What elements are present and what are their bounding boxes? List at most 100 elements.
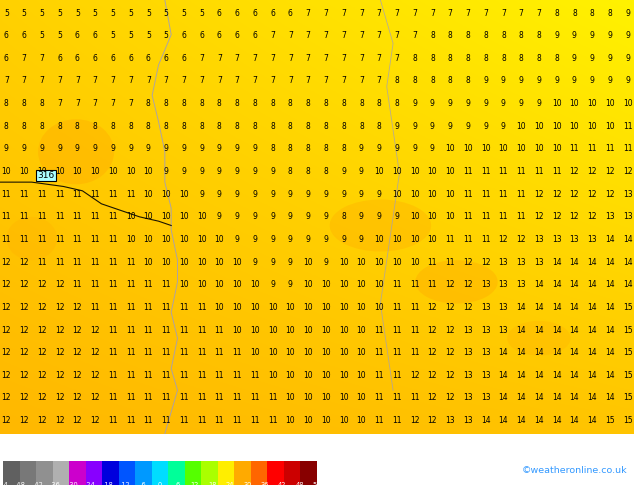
Text: 11: 11 bbox=[375, 325, 384, 335]
Text: 9: 9 bbox=[93, 145, 98, 153]
Text: 12: 12 bbox=[605, 167, 614, 176]
Text: 12: 12 bbox=[2, 280, 11, 289]
Text: 9: 9 bbox=[199, 190, 204, 198]
Text: 9: 9 bbox=[217, 167, 222, 176]
Text: 14: 14 bbox=[552, 303, 562, 312]
Text: 9: 9 bbox=[625, 31, 630, 40]
Text: 11: 11 bbox=[162, 280, 171, 289]
Text: 11: 11 bbox=[126, 393, 135, 402]
Text: 8: 8 bbox=[341, 212, 346, 221]
Text: 14: 14 bbox=[623, 235, 633, 244]
Text: 12: 12 bbox=[73, 371, 82, 380]
Text: 9: 9 bbox=[341, 190, 346, 198]
Text: 14: 14 bbox=[516, 393, 526, 402]
Text: 24: 24 bbox=[226, 482, 234, 488]
Text: 9: 9 bbox=[270, 280, 275, 289]
Text: 7: 7 bbox=[75, 76, 80, 85]
Text: 14: 14 bbox=[516, 325, 526, 335]
Text: 6: 6 bbox=[217, 31, 222, 40]
Text: 9: 9 bbox=[270, 167, 275, 176]
Text: 9: 9 bbox=[235, 145, 240, 153]
Text: 10: 10 bbox=[410, 190, 420, 198]
Text: 9: 9 bbox=[430, 122, 435, 131]
Text: 10: 10 bbox=[55, 167, 65, 176]
Text: 8: 8 bbox=[323, 122, 328, 131]
Text: 11: 11 bbox=[55, 258, 64, 267]
Text: 6: 6 bbox=[4, 54, 9, 63]
Text: 12: 12 bbox=[410, 416, 419, 425]
Text: 11: 11 bbox=[392, 416, 401, 425]
Text: 7: 7 bbox=[341, 54, 346, 63]
Text: -54: -54 bbox=[0, 482, 9, 488]
Text: 8: 8 bbox=[110, 122, 115, 131]
Text: 10: 10 bbox=[339, 371, 349, 380]
Text: 10: 10 bbox=[339, 393, 349, 402]
Text: 10: 10 bbox=[285, 303, 295, 312]
Bar bbox=[119, 461, 135, 486]
Text: 10: 10 bbox=[179, 190, 189, 198]
Text: 10: 10 bbox=[214, 258, 224, 267]
Text: 11: 11 bbox=[605, 145, 614, 153]
Text: 8: 8 bbox=[341, 145, 346, 153]
Text: 11: 11 bbox=[108, 325, 117, 335]
Text: 10: 10 bbox=[321, 303, 331, 312]
Text: 11: 11 bbox=[2, 212, 11, 221]
Text: 10: 10 bbox=[392, 167, 402, 176]
Text: 10: 10 bbox=[445, 212, 455, 221]
Text: 11: 11 bbox=[55, 212, 64, 221]
Text: 12: 12 bbox=[20, 371, 29, 380]
Text: 8: 8 bbox=[217, 122, 222, 131]
Text: 7: 7 bbox=[146, 76, 151, 85]
Text: 14: 14 bbox=[552, 348, 562, 357]
Text: 9: 9 bbox=[235, 212, 240, 221]
Text: 11: 11 bbox=[162, 371, 171, 380]
Text: 7: 7 bbox=[288, 31, 293, 40]
Text: 9: 9 bbox=[625, 54, 630, 63]
Text: 5: 5 bbox=[110, 31, 115, 40]
Text: 7: 7 bbox=[252, 76, 257, 85]
Text: 12: 12 bbox=[446, 393, 455, 402]
Text: 10: 10 bbox=[90, 167, 100, 176]
Text: 14: 14 bbox=[552, 258, 562, 267]
Text: 12: 12 bbox=[2, 416, 11, 425]
Text: 10: 10 bbox=[356, 348, 366, 357]
Text: 9: 9 bbox=[394, 212, 399, 221]
Text: 10: 10 bbox=[19, 167, 29, 176]
Text: 11: 11 bbox=[126, 416, 135, 425]
Text: 9: 9 bbox=[306, 190, 311, 198]
Text: 12: 12 bbox=[446, 303, 455, 312]
Text: 6: 6 bbox=[235, 31, 240, 40]
Text: 12: 12 bbox=[20, 280, 29, 289]
Text: 8: 8 bbox=[181, 99, 186, 108]
Text: 6: 6 bbox=[176, 482, 179, 488]
Text: 11: 11 bbox=[392, 393, 401, 402]
Text: 12: 12 bbox=[73, 416, 82, 425]
Text: 7: 7 bbox=[448, 8, 453, 18]
Text: 10: 10 bbox=[321, 416, 331, 425]
Text: 9: 9 bbox=[181, 145, 186, 153]
Text: 12: 12 bbox=[20, 393, 29, 402]
Text: 8: 8 bbox=[199, 99, 204, 108]
Text: 14: 14 bbox=[587, 393, 597, 402]
Text: 8: 8 bbox=[536, 54, 541, 63]
Text: 8: 8 bbox=[306, 99, 311, 108]
Text: 9: 9 bbox=[164, 167, 169, 176]
Text: 14: 14 bbox=[587, 280, 597, 289]
Text: 8: 8 bbox=[341, 122, 346, 131]
Text: 7: 7 bbox=[270, 54, 275, 63]
Text: 7: 7 bbox=[323, 76, 328, 85]
Text: 13: 13 bbox=[552, 235, 562, 244]
Text: 10: 10 bbox=[268, 371, 278, 380]
Text: 9: 9 bbox=[377, 145, 382, 153]
Text: 10: 10 bbox=[339, 348, 349, 357]
Text: 9: 9 bbox=[235, 167, 240, 176]
Text: 7: 7 bbox=[359, 31, 364, 40]
Text: 10: 10 bbox=[516, 145, 526, 153]
Text: 6: 6 bbox=[57, 54, 62, 63]
Text: 9: 9 bbox=[323, 190, 328, 198]
Text: 7: 7 bbox=[536, 8, 541, 18]
Text: 14: 14 bbox=[569, 303, 579, 312]
Text: 7: 7 bbox=[394, 54, 399, 63]
Text: 8: 8 bbox=[75, 122, 80, 131]
Text: We 12-06-2024 00:00 UTC (12+204): We 12-06-2024 00:00 UTC (12+204) bbox=[426, 438, 628, 448]
